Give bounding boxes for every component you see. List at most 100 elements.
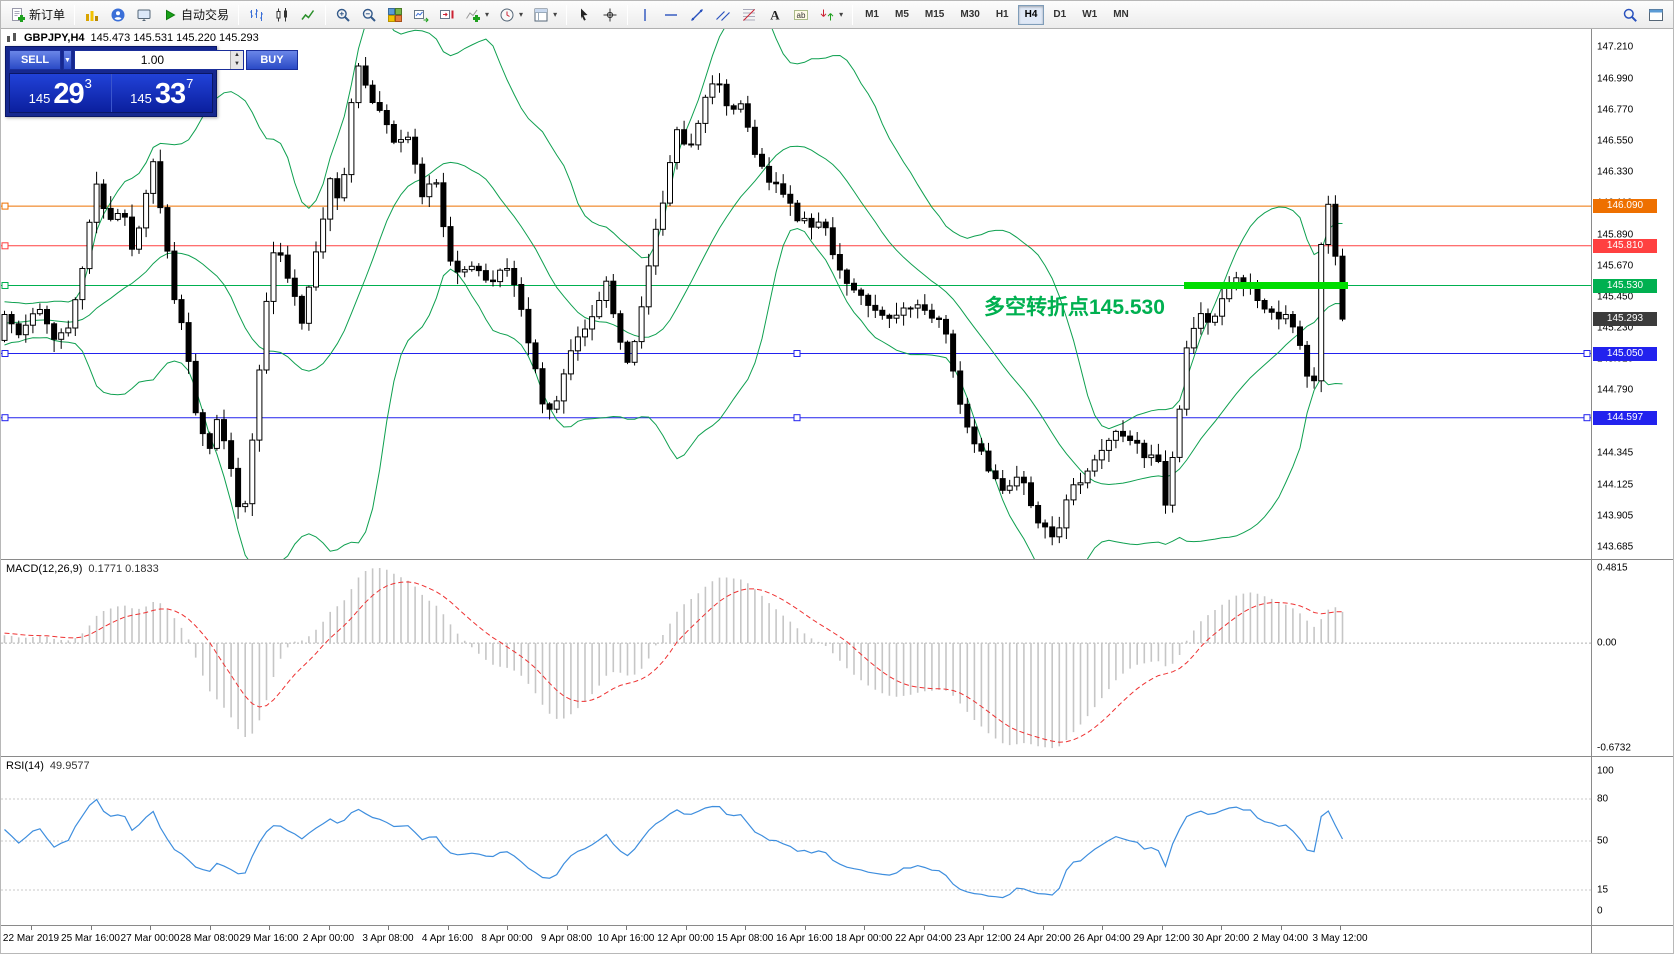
- vline-icon: [637, 7, 653, 23]
- profile-button[interactable]: [106, 4, 130, 26]
- zoom-out-button[interactable]: [357, 4, 381, 26]
- volume-dropdown[interactable]: ▼: [63, 50, 72, 70]
- timeframe-m1-button[interactable]: M1: [865, 8, 879, 20]
- timeframe-m30-button[interactable]: M30: [960, 8, 980, 20]
- bollinger-upper-band: [4, 29, 1343, 430]
- candlestick-mode-button[interactable]: [270, 4, 294, 26]
- hline-handle[interactable]: [1, 282, 9, 289]
- timeframe-mn-button[interactable]: MN: [1113, 8, 1129, 20]
- clock-icon: [499, 7, 515, 23]
- cursor-icon: [576, 7, 592, 23]
- cursor-button[interactable]: [572, 4, 596, 26]
- quotes-button[interactable]: [80, 4, 104, 26]
- main-chart-panel[interactable]: GBPJPY,H4 145.473 145.531 145.220 145.29…: [1, 29, 1593, 559]
- hline-handle[interactable]: [793, 414, 801, 422]
- vertical-line-button[interactable]: [633, 4, 657, 26]
- price-tag-145.530: 145.530: [1593, 278, 1657, 293]
- timeframe-h4-button[interactable]: H4: [1017, 4, 1045, 25]
- buy-price[interactable]: 145 33 7: [112, 74, 213, 112]
- panel-separator[interactable]: [1, 756, 1673, 757]
- chevron-down-icon: ▾: [839, 10, 844, 19]
- macd-canvas[interactable]: [1, 560, 1593, 756]
- indicators-icon: [465, 7, 481, 23]
- autoscroll-icon: [413, 7, 429, 23]
- chart-ohlc: 145.473 145.531 145.220 145.293: [90, 32, 259, 44]
- rsi-canvas[interactable]: [1, 757, 1593, 925]
- axis-tick: 0: [1597, 905, 1603, 917]
- rsi-panel[interactable]: RSI(14) 49.9577: [1, 757, 1593, 925]
- text-label-button[interactable]: ab: [789, 4, 813, 26]
- search-button[interactable]: [1618, 4, 1642, 26]
- crosshair-button[interactable]: [598, 4, 622, 26]
- buy-button[interactable]: BUY: [245, 50, 298, 70]
- chart-symbol: GBPJPY,H4: [24, 32, 85, 44]
- line-chart-mode-button[interactable]: [296, 4, 320, 26]
- bollinger-lower-band: [4, 227, 1343, 559]
- macd-histogram: [3, 568, 1344, 749]
- indicators-button[interactable]: ▾: [461, 4, 493, 26]
- timeframe-h1-button[interactable]: H1: [995, 8, 1009, 20]
- time-label: 2 Apr 00:00: [302, 933, 355, 944]
- timeframe-m5-button[interactable]: M5: [895, 8, 909, 20]
- volume-input[interactable]: [74, 51, 230, 69]
- price-tag-146.090: 146.090: [1593, 199, 1657, 214]
- axis-tick: 144.790: [1597, 384, 1634, 396]
- bid-ask-display: 145 29 3 145 33 7: [9, 73, 213, 113]
- horizontal-line-button[interactable]: [659, 4, 683, 26]
- time-label: 27 Mar 00:00: [120, 933, 180, 944]
- arrows-icon: [819, 7, 835, 23]
- time-label: 22 Mar 2019: [2, 933, 60, 944]
- text-button[interactable]: A: [763, 4, 787, 26]
- auto-scroll-button[interactable]: [409, 4, 433, 26]
- time-label: 22 Apr 04:00: [895, 933, 952, 944]
- sell-button[interactable]: SELL: [9, 50, 61, 70]
- hline-handle[interactable]: [1, 202, 9, 210]
- hline-handle[interactable]: [793, 350, 801, 357]
- chevron-down-icon: ▾: [519, 10, 524, 19]
- auto-trading-button[interactable]: 自动交易: [158, 4, 233, 26]
- rsi-line: [4, 798, 1344, 899]
- axis-tick: 100: [1597, 765, 1614, 777]
- timeframe-w1-button[interactable]: W1: [1082, 8, 1098, 20]
- new-chart-button[interactable]: [1644, 4, 1668, 26]
- bar-chart-mode-button[interactable]: [244, 4, 268, 26]
- price-axis[interactable]: 147.210146.990146.770146.550146.330146.1…: [1591, 29, 1673, 953]
- panel-separator[interactable]: [1, 559, 1673, 560]
- hline-handle[interactable]: [1, 414, 9, 422]
- zoom-in-button[interactable]: [331, 4, 355, 26]
- hline-handle[interactable]: [1583, 414, 1591, 422]
- macd-panel[interactable]: MACD(12,26,9) 0.1771 0.1833: [1, 560, 1593, 756]
- time-label: 10 Apr 16:00: [597, 933, 655, 944]
- bars-chart-icon: [248, 7, 264, 23]
- hline-handle[interactable]: [1, 350, 9, 357]
- fibonacci-retracement-button[interactable]: [737, 4, 761, 26]
- annotation-text[interactable]: 多空转折点145.530: [984, 296, 1165, 319]
- timeframe-m15-button[interactable]: M15: [924, 8, 945, 20]
- equidistant-channel-button[interactable]: [711, 4, 735, 26]
- hline-handle[interactable]: [1583, 350, 1591, 357]
- templates-button[interactable]: ▾: [529, 4, 561, 26]
- label-t-icon: ab: [793, 7, 809, 23]
- data-window-button[interactable]: [132, 4, 156, 26]
- fibo-icon: [741, 7, 757, 23]
- hline-handle[interactable]: [1, 242, 9, 250]
- line-chart-icon: [300, 7, 316, 23]
- timeframe-d1-button[interactable]: D1: [1053, 8, 1067, 20]
- time-label: 24 Apr 20:00: [1014, 933, 1071, 944]
- main-chart-canvas[interactable]: [1, 29, 1593, 559]
- chart-area: GBPJPY,H4 145.473 145.531 145.220 145.29…: [1, 29, 1673, 953]
- time-tick: [507, 926, 508, 930]
- periods-button[interactable]: ▾: [495, 4, 527, 26]
- volume-stepper[interactable]: ▲ ▼: [229, 51, 243, 69]
- time-label: 15 Apr 08:00: [716, 933, 774, 944]
- chart-shift-button[interactable]: [435, 4, 459, 26]
- axis-tick: 145.450: [1597, 291, 1634, 303]
- arrow-objects-button[interactable]: ▾: [815, 4, 847, 26]
- sell-price[interactable]: 145 29 3: [10, 74, 112, 112]
- current-price-tag: 145.293: [1593, 312, 1657, 327]
- chevron-down-icon: ▼: [64, 56, 71, 64]
- new-order-button[interactable]: 新订单: [6, 4, 69, 26]
- time-axis[interactable]: 22 Mar 2019 25 Mar 16:00 27 Mar 00:00 28 Ma…: [1, 926, 1593, 953]
- trendline-button[interactable]: [685, 4, 709, 26]
- tile-windows-button[interactable]: [383, 4, 407, 26]
